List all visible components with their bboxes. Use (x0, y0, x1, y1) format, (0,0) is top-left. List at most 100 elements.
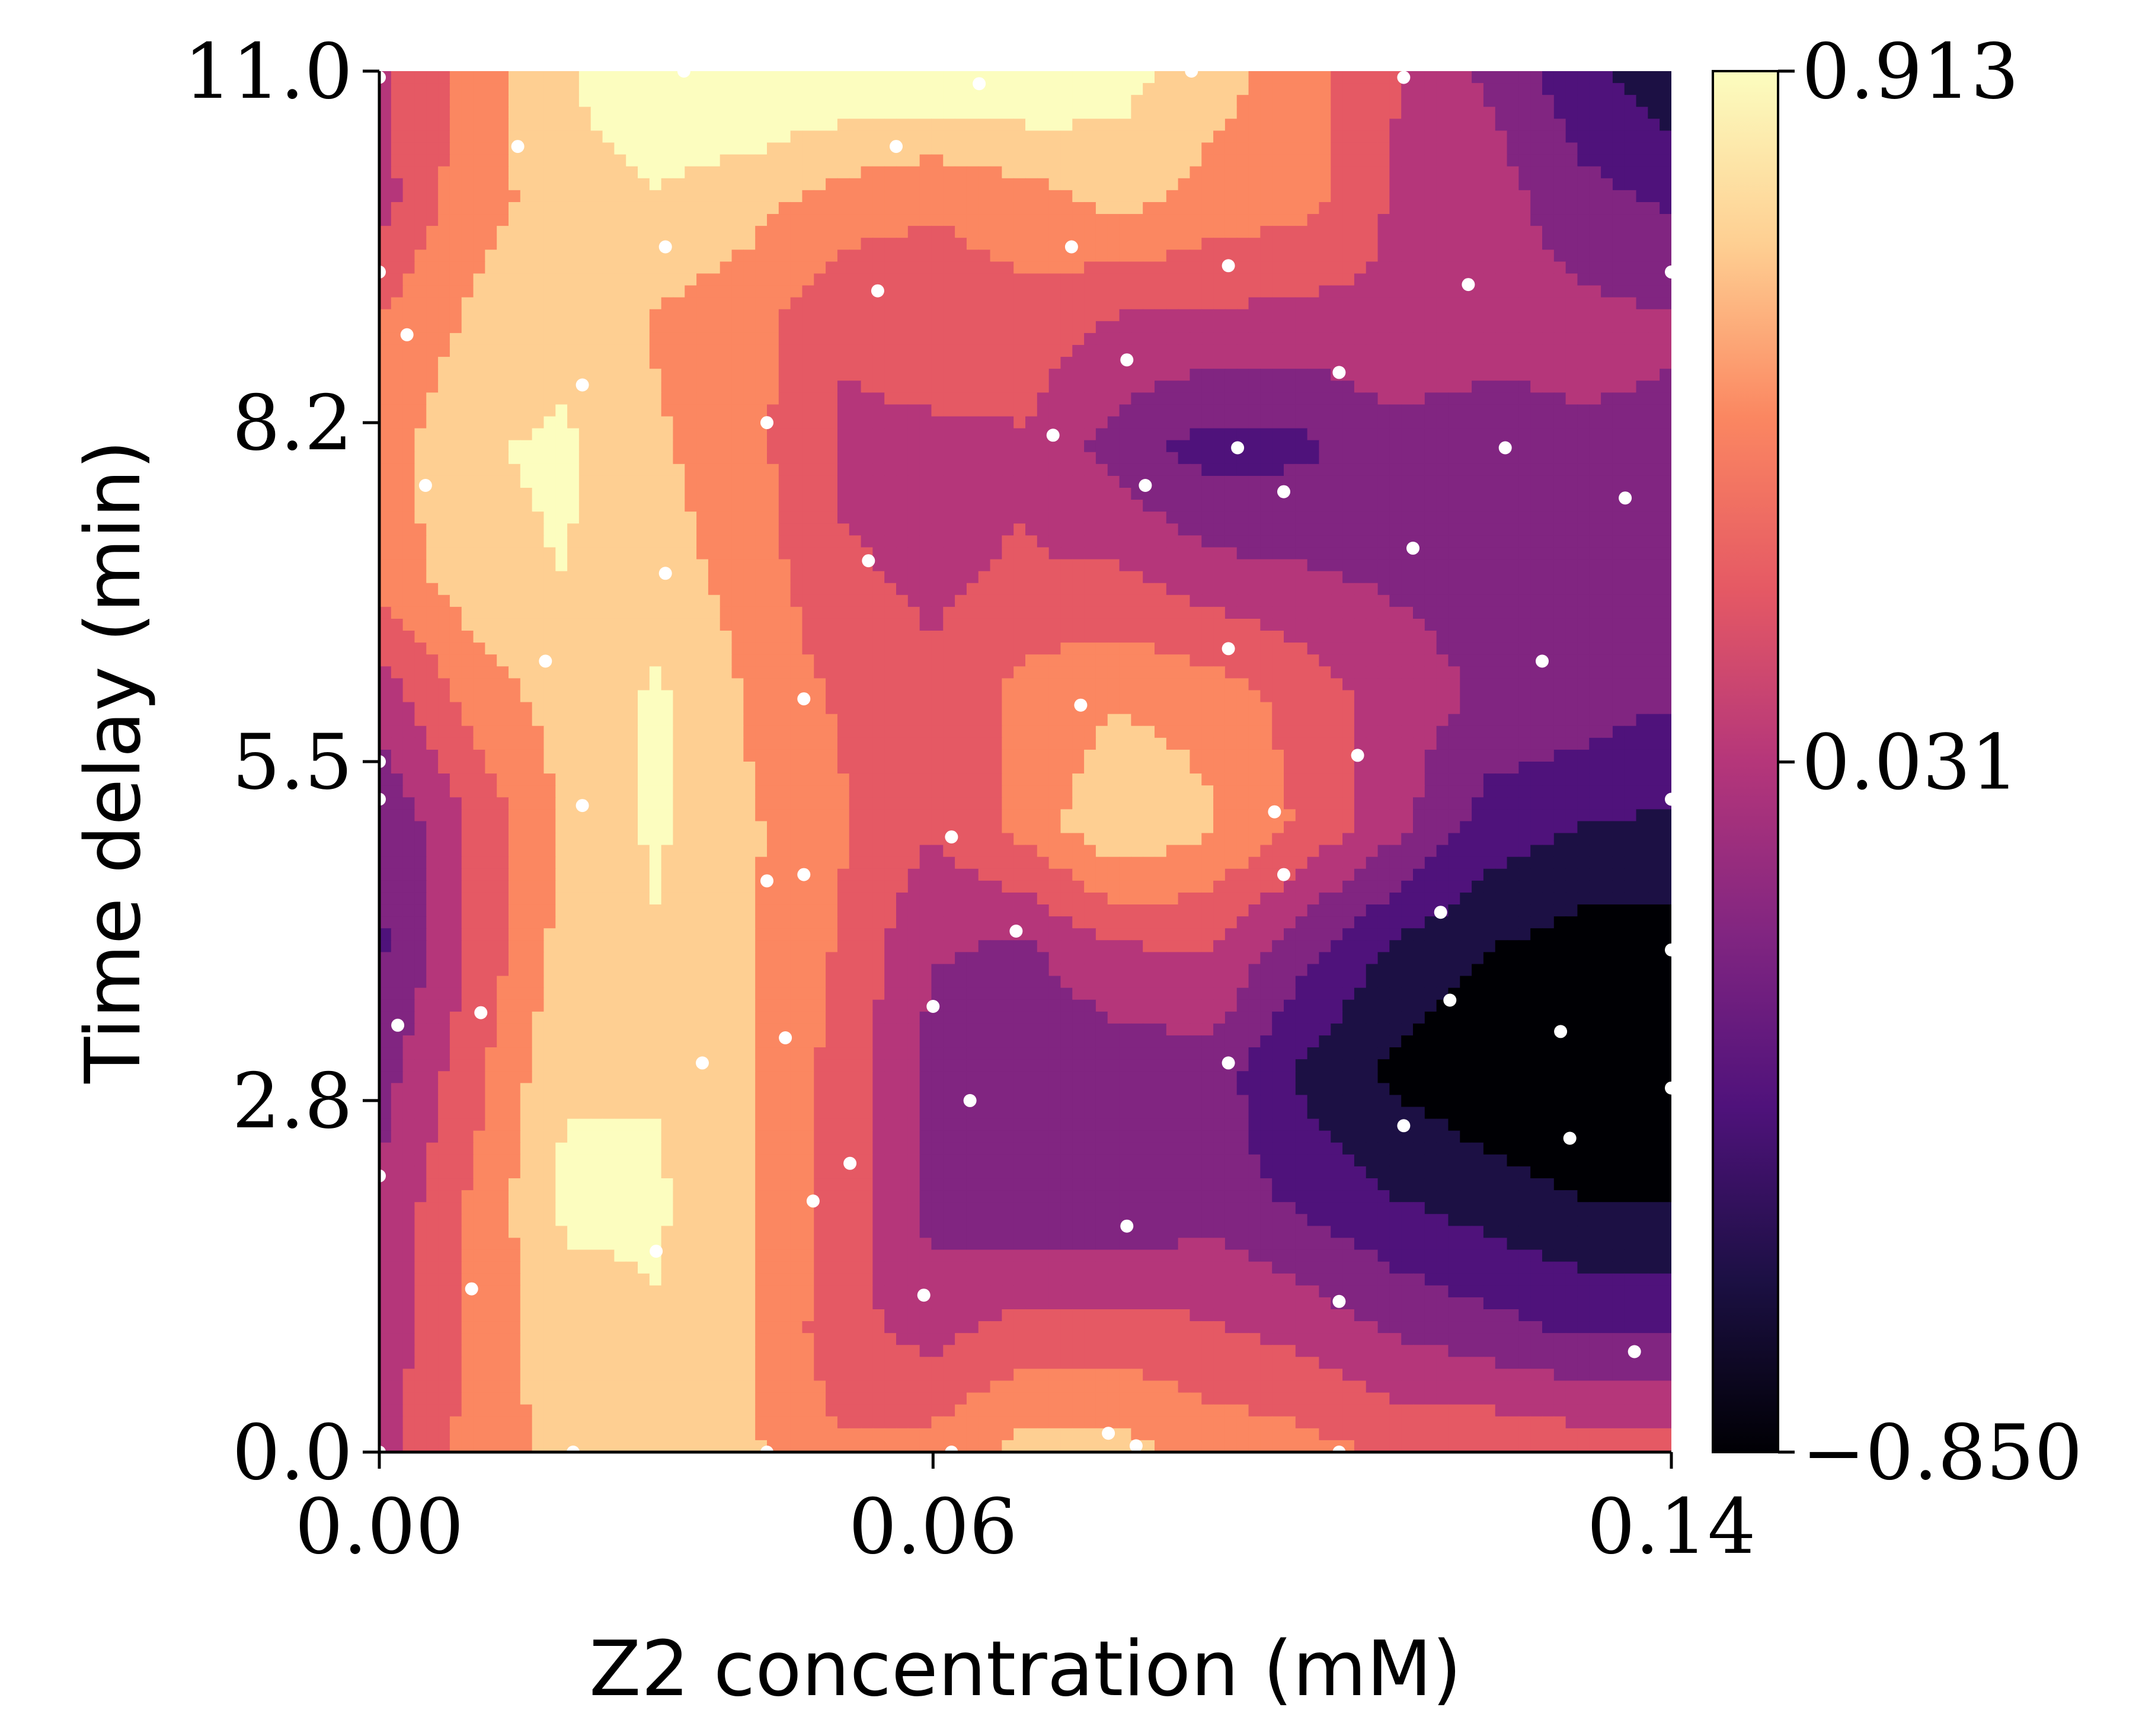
contour-cell (731, 594, 744, 608)
contour-cell (1366, 571, 1379, 584)
contour-cell (391, 452, 404, 465)
contour-cell (1155, 381, 1167, 394)
contour-cell (896, 369, 909, 382)
contour-cell (896, 547, 909, 560)
contour-cell (931, 344, 944, 357)
contour-cell (414, 606, 427, 619)
contour-cell (696, 463, 709, 477)
contour-cell (1095, 523, 1108, 536)
contour-cell (614, 523, 626, 536)
contour-cell (673, 500, 686, 512)
contour-cell (567, 440, 580, 453)
contour-cell (673, 95, 686, 108)
contour-cell (931, 511, 944, 525)
contour-cell (497, 202, 509, 215)
contour-cell (1636, 475, 1649, 488)
contour-cell (1507, 71, 1520, 84)
contour-cell (731, 250, 744, 263)
contour-cell (1178, 142, 1191, 155)
contour-cell (1518, 297, 1531, 310)
contour-cell (896, 344, 909, 357)
contour-cell (1248, 95, 1261, 108)
contour-cell (1060, 583, 1073, 596)
contour-cell (578, 523, 591, 536)
contour-cell (426, 142, 439, 155)
contour-cell (720, 166, 733, 179)
contour-cell (578, 83, 591, 95)
contour-cell (1354, 130, 1367, 143)
contour-cell (1553, 71, 1566, 84)
contour-cell (614, 202, 626, 215)
contour-cell (978, 166, 991, 179)
contour-cell (978, 321, 991, 334)
contour-cell (931, 583, 944, 596)
contour-cell (931, 130, 944, 143)
contour-cell (1248, 178, 1261, 191)
contour-cell (520, 559, 533, 572)
contour-cell (790, 130, 803, 143)
contour-cell (1413, 416, 1425, 429)
contour-cell (826, 321, 838, 334)
contour-cell (1307, 142, 1320, 155)
contour-cell (1260, 440, 1272, 453)
contour-cell (438, 321, 450, 334)
contour-cell (814, 606, 826, 619)
contour-cell (1236, 571, 1249, 584)
contour-cell (1565, 130, 1578, 143)
contour-cell (896, 107, 909, 120)
contour-cell (673, 190, 686, 203)
contour-cell (1248, 190, 1261, 203)
contour-cell (943, 463, 955, 477)
contour-cell (391, 523, 404, 536)
contour-cell (685, 500, 697, 512)
contour-cell (1612, 392, 1625, 405)
contour-cell (720, 285, 733, 298)
contour-cell (1190, 95, 1203, 108)
contour-cell (896, 130, 909, 143)
contour-cell (907, 119, 920, 132)
contour-cell (1460, 83, 1472, 95)
contour-cell (919, 130, 932, 143)
contour-cell (1601, 571, 1613, 584)
contour-cell (497, 250, 509, 263)
contour-cell (1178, 309, 1191, 322)
contour-cell (1307, 594, 1320, 608)
contour-cell (497, 344, 509, 357)
contour-cell (896, 190, 909, 203)
contour-cell (567, 107, 580, 120)
contour-cell (649, 202, 662, 215)
contour-cell (1272, 142, 1284, 155)
contour-cell (1178, 571, 1191, 584)
contour-cell (1612, 463, 1625, 477)
contour-cell (1577, 119, 1590, 132)
contour-cell (872, 154, 885, 167)
contour-cell (1095, 357, 1108, 369)
contour-cell (872, 273, 885, 286)
contour-cell (1577, 333, 1590, 346)
contour-cell (849, 463, 862, 477)
contour-cell (438, 404, 450, 417)
contour-cell (1354, 404, 1367, 417)
contour-cell (638, 202, 650, 215)
contour-cell (461, 154, 474, 167)
contour-cell (449, 238, 462, 251)
contour-cell (1612, 238, 1625, 251)
contour-cell (1013, 190, 1026, 203)
contour-cell (1319, 511, 1332, 525)
contour-cell (708, 166, 721, 179)
contour-cell (1483, 440, 1496, 453)
contour-cell (590, 463, 603, 477)
contour-cell (814, 285, 826, 298)
contour-cell (966, 166, 979, 179)
contour-cell (1025, 154, 1038, 167)
contour-cell (708, 130, 721, 143)
contour-cell (473, 500, 486, 512)
contour-cell (1319, 463, 1332, 477)
contour-cell (1577, 440, 1590, 453)
contour-cell (578, 202, 591, 215)
contour-cell (1624, 130, 1637, 143)
contour-cell (1542, 500, 1555, 512)
contour-cell (1460, 547, 1472, 560)
contour-cell (1507, 392, 1520, 405)
